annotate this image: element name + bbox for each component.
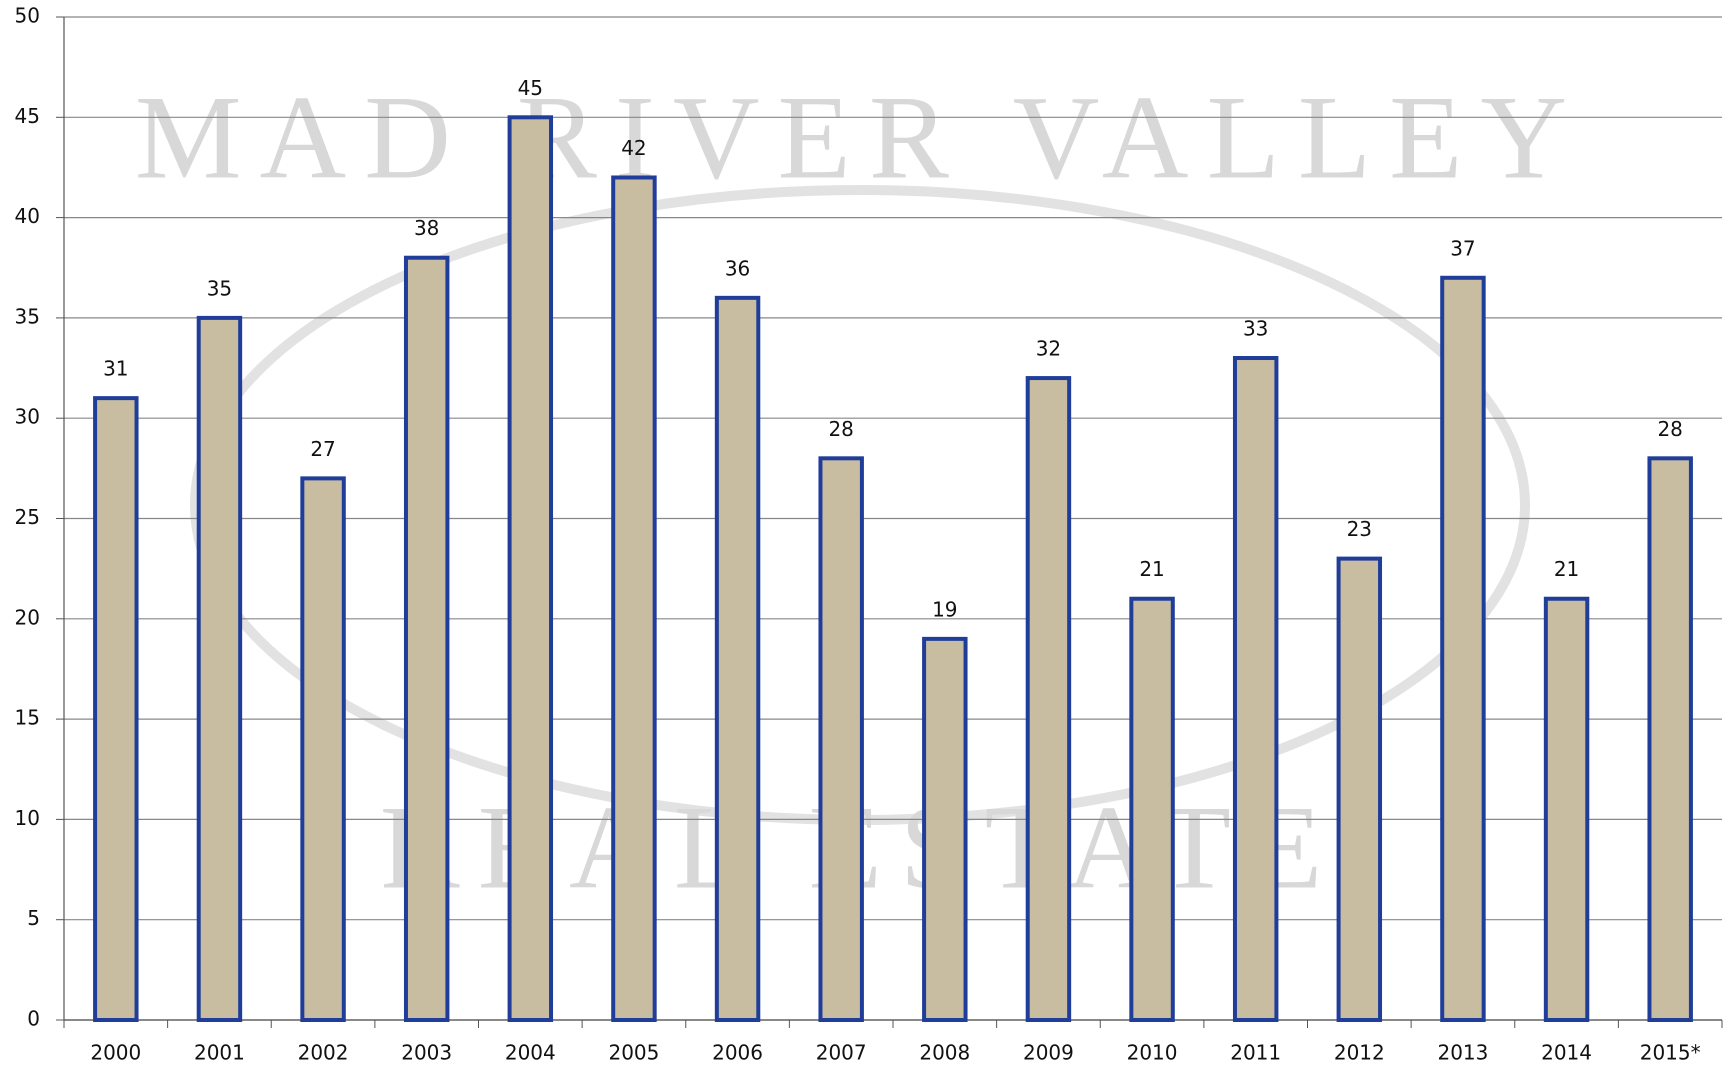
x-tick-label: 2004 bbox=[505, 1041, 556, 1065]
bar bbox=[613, 177, 654, 1020]
bar bbox=[510, 117, 551, 1020]
bar bbox=[1339, 559, 1380, 1020]
value-label: 32 bbox=[1036, 337, 1061, 361]
y-tick-label: 25 bbox=[15, 505, 40, 529]
x-tick-label: 2010 bbox=[1127, 1041, 1178, 1065]
bar bbox=[1235, 358, 1276, 1020]
x-tick-label: 2012 bbox=[1334, 1041, 1385, 1065]
x-tick-label: 2008 bbox=[919, 1041, 970, 1065]
y-tick-label: 50 bbox=[15, 4, 40, 28]
value-label: 33 bbox=[1243, 317, 1268, 341]
value-label: 35 bbox=[207, 276, 232, 300]
bar bbox=[1546, 599, 1587, 1020]
value-label: 42 bbox=[621, 136, 646, 160]
x-tick-label: 2001 bbox=[194, 1041, 245, 1065]
x-tick-label: 2014 bbox=[1541, 1041, 1592, 1065]
x-tick-label: 2006 bbox=[712, 1041, 763, 1065]
bar bbox=[302, 478, 343, 1020]
bar bbox=[1649, 458, 1690, 1020]
value-label: 28 bbox=[1657, 417, 1682, 441]
value-label: 36 bbox=[725, 256, 750, 280]
bar bbox=[924, 639, 965, 1020]
bar bbox=[1442, 278, 1483, 1020]
value-label: 21 bbox=[1554, 557, 1579, 581]
x-tick-label: 2009 bbox=[1023, 1041, 1074, 1065]
x-tick-label: 2003 bbox=[401, 1041, 452, 1065]
value-label: 45 bbox=[518, 76, 543, 100]
bar bbox=[1131, 599, 1172, 1020]
x-tick-label: 2005 bbox=[608, 1041, 659, 1065]
chart: MAD RIVER VALLEY REAL ESTATE 05101520253… bbox=[0, 0, 1724, 1070]
value-label: 21 bbox=[1139, 557, 1164, 581]
x-tick-label: 2007 bbox=[816, 1041, 867, 1065]
value-label: 27 bbox=[310, 437, 335, 461]
bar bbox=[717, 298, 758, 1020]
y-tick-label: 15 bbox=[15, 706, 40, 730]
y-tick-label: 0 bbox=[27, 1007, 40, 1031]
watermark-top: MAD RIVER VALLEY bbox=[135, 71, 1585, 204]
y-tick-label: 10 bbox=[15, 806, 40, 830]
bar bbox=[199, 318, 240, 1020]
value-label: 38 bbox=[414, 216, 439, 240]
x-tick-label: 2013 bbox=[1437, 1041, 1488, 1065]
value-label: 23 bbox=[1347, 517, 1372, 541]
bar bbox=[1028, 378, 1069, 1020]
y-tick-label: 45 bbox=[15, 104, 40, 128]
x-tick-label: 2002 bbox=[298, 1041, 349, 1065]
x-tick-label: 2000 bbox=[90, 1041, 141, 1065]
y-tick-label: 30 bbox=[15, 405, 40, 429]
page: MAD RIVER VALLEY REAL ESTATE 05101520253… bbox=[0, 0, 1724, 1070]
y-tick-label: 40 bbox=[15, 204, 40, 228]
value-label: 37 bbox=[1450, 236, 1475, 260]
value-label: 19 bbox=[932, 597, 957, 621]
y-tick-label: 35 bbox=[15, 304, 40, 328]
y-tick-label: 5 bbox=[27, 906, 40, 930]
value-label: 31 bbox=[103, 357, 128, 381]
x-tick-label: 2011 bbox=[1230, 1041, 1281, 1065]
value-label: 28 bbox=[828, 417, 853, 441]
bar bbox=[95, 398, 136, 1020]
x-tick-label: 2015* bbox=[1640, 1041, 1701, 1065]
bar bbox=[820, 458, 861, 1020]
bar bbox=[406, 258, 447, 1020]
y-tick-label: 20 bbox=[15, 605, 40, 629]
